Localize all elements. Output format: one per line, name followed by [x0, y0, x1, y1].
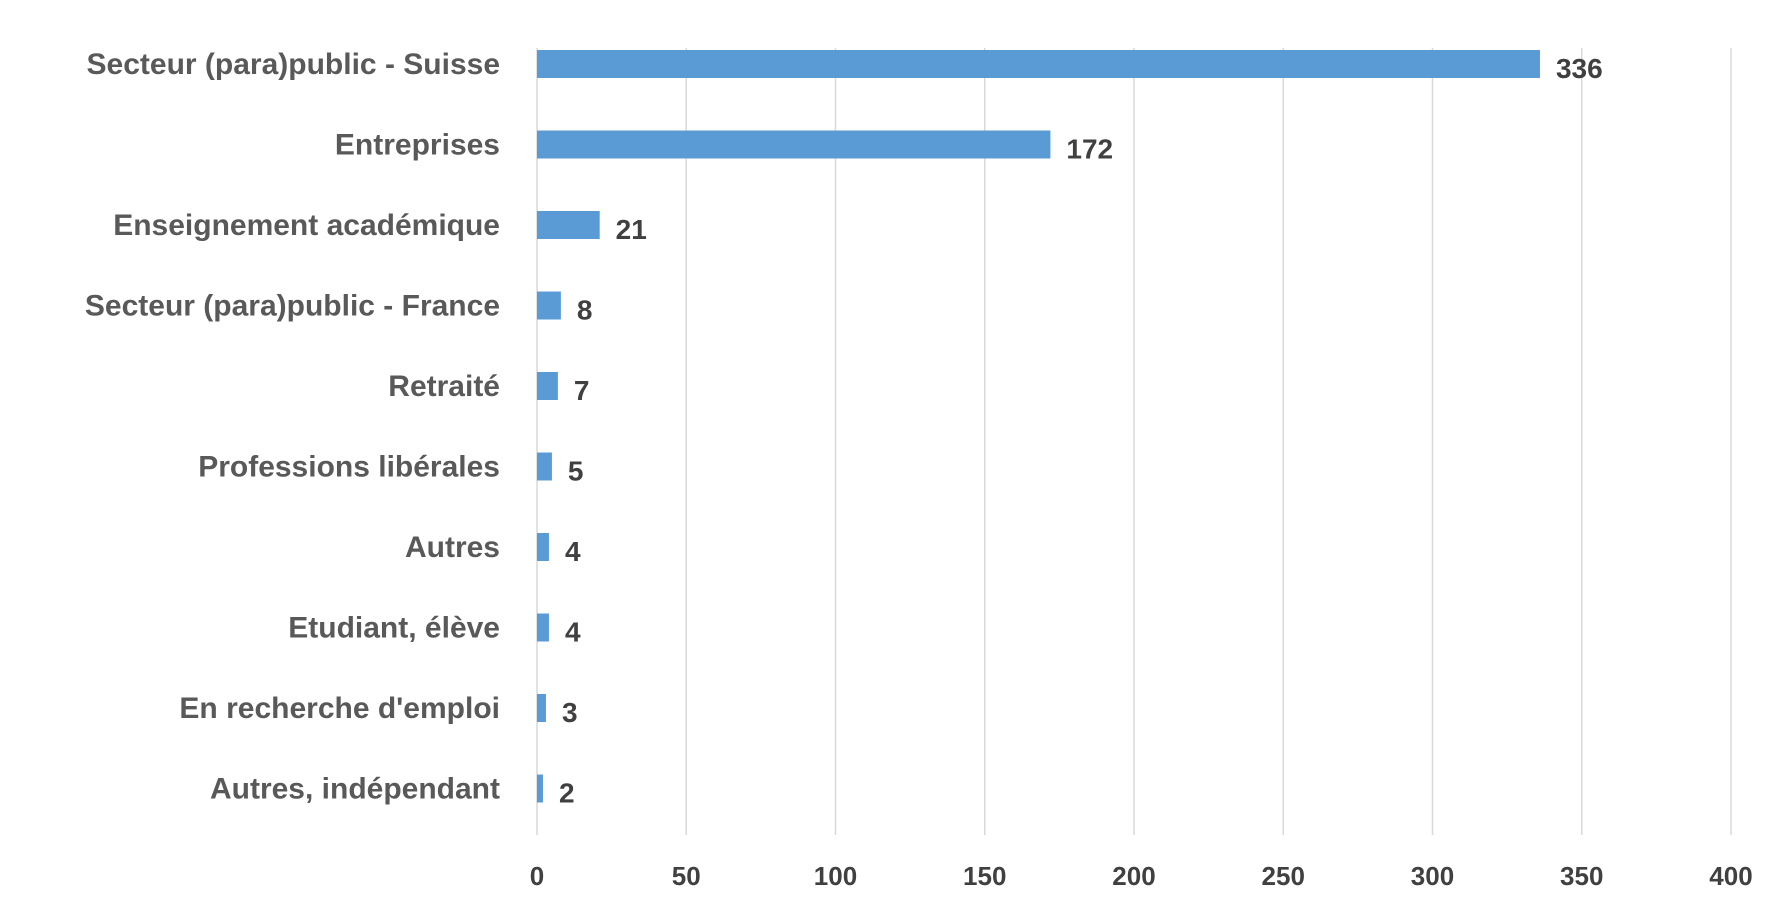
- bar: [537, 613, 549, 642]
- data-label: 4: [565, 536, 581, 567]
- category-label: Etudiant, élève: [288, 612, 500, 645]
- data-label: 5: [568, 456, 584, 487]
- data-label: 2: [559, 778, 575, 809]
- x-tick-label: 300: [1411, 861, 1454, 891]
- bars: [537, 50, 1540, 803]
- bar: [537, 291, 561, 320]
- category-label: Retraité: [388, 370, 500, 403]
- data-label: 336: [1556, 53, 1603, 84]
- bar: [537, 774, 543, 803]
- data-label: 172: [1066, 134, 1113, 165]
- data-label: 21: [616, 214, 647, 245]
- x-tick-label: 400: [1709, 861, 1752, 891]
- data-label: 7: [574, 375, 590, 406]
- category-label: Autres, indépendant: [210, 773, 500, 806]
- bar: [537, 50, 1540, 78]
- category-label: Autres: [405, 531, 500, 564]
- x-tick-label: 150: [963, 861, 1006, 891]
- category-label: Enseignement académique: [113, 209, 500, 242]
- x-tick-label: 350: [1560, 861, 1603, 891]
- x-tick-label: 0: [530, 861, 544, 891]
- x-tick-label: 250: [1262, 861, 1305, 891]
- bar: [537, 211, 600, 239]
- x-tick-label: 50: [672, 861, 701, 891]
- bar: [537, 533, 549, 561]
- data-label: 3: [562, 697, 578, 728]
- category-label: Secteur (para)public - France: [85, 290, 500, 323]
- gridlines: [536, 48, 1732, 835]
- data-labels: 336 172 21 8 7 5 4 4 3 2: [559, 53, 1603, 809]
- bar: [537, 694, 546, 722]
- category-label: Entreprises: [335, 129, 500, 162]
- x-axis-tick-labels: 0 50 100 150 200 250 300 350 400: [530, 861, 1753, 891]
- category-label: Professions libérales: [198, 451, 500, 484]
- category-label: En recherche d'emploi: [179, 692, 500, 725]
- bar: [537, 130, 1051, 159]
- data-label: 4: [565, 617, 581, 648]
- bar: [537, 372, 558, 400]
- category-labels: Secteur (para)public - Suisse Entreprises…: [85, 48, 500, 806]
- data-label: 8: [577, 295, 593, 326]
- x-tick-label: 100: [814, 861, 857, 891]
- x-tick-label: 200: [1112, 861, 1155, 891]
- category-label: Secteur (para)public - Suisse: [87, 48, 500, 81]
- bar: [537, 452, 552, 481]
